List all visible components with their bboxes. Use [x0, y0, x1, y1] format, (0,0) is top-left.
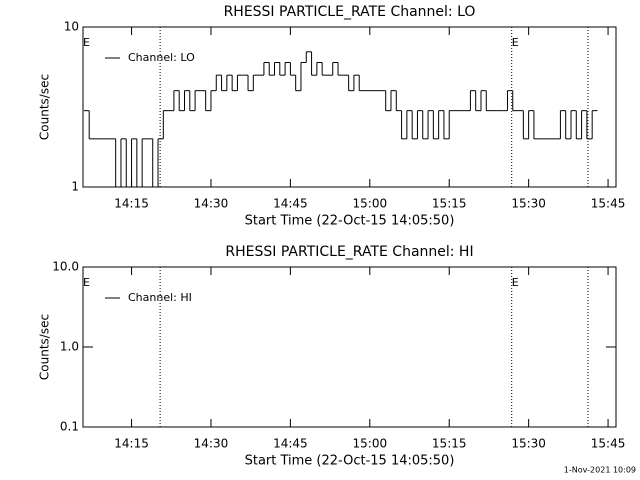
x-tick-label: 14:30: [194, 197, 229, 211]
x-tick-label: 14:15: [114, 197, 149, 211]
x-tick-label: 15:00: [353, 197, 388, 211]
x-tick-label: 15:45: [591, 197, 626, 211]
y-axis-label: Counts/sec: [38, 74, 52, 140]
x-axis-label: Start Time (22-Oct-15 14:05:50): [245, 454, 455, 469]
event-label: E: [512, 36, 519, 49]
event-label: E: [83, 36, 90, 49]
footer: 1-Nov-2021 10:09: [564, 466, 636, 475]
event-label: E: [512, 276, 519, 289]
legend-label: Channel: LO: [128, 51, 195, 64]
x-tick-label: 15:15: [432, 437, 467, 451]
x-tick-label: 15:30: [511, 437, 546, 451]
x-tick-label: 14:30: [194, 437, 229, 451]
x-tick-label: 15:15: [432, 197, 467, 211]
chart-title: RHESSI PARTICLE_RATE Channel: LO: [224, 4, 476, 20]
y-tick-label: 1.0: [60, 340, 79, 354]
y-axis-label: Counts/sec: [38, 314, 52, 380]
plot-frame: [82, 26, 617, 188]
y-tick-label: 10.0: [52, 260, 79, 274]
x-tick-label: 15:45: [591, 437, 626, 451]
x-tick-label: 14:45: [273, 437, 308, 451]
event-label: E: [83, 276, 90, 289]
x-tick-label: 14:15: [114, 437, 149, 451]
y-tick-label: 1: [71, 180, 79, 194]
x-tick-label: 15:30: [511, 197, 546, 211]
y-tick-label: 0.1: [60, 420, 79, 434]
y-tick-label: 10: [64, 20, 79, 34]
x-tick-label: 14:45: [273, 197, 308, 211]
legend-label: Channel: HI: [128, 291, 192, 304]
x-axis-label: Start Time (22-Oct-15 14:05:50): [245, 214, 455, 229]
x-tick-label: 15:00: [353, 437, 388, 451]
chart-title: RHESSI PARTICLE_RATE Channel: HI: [225, 244, 473, 260]
